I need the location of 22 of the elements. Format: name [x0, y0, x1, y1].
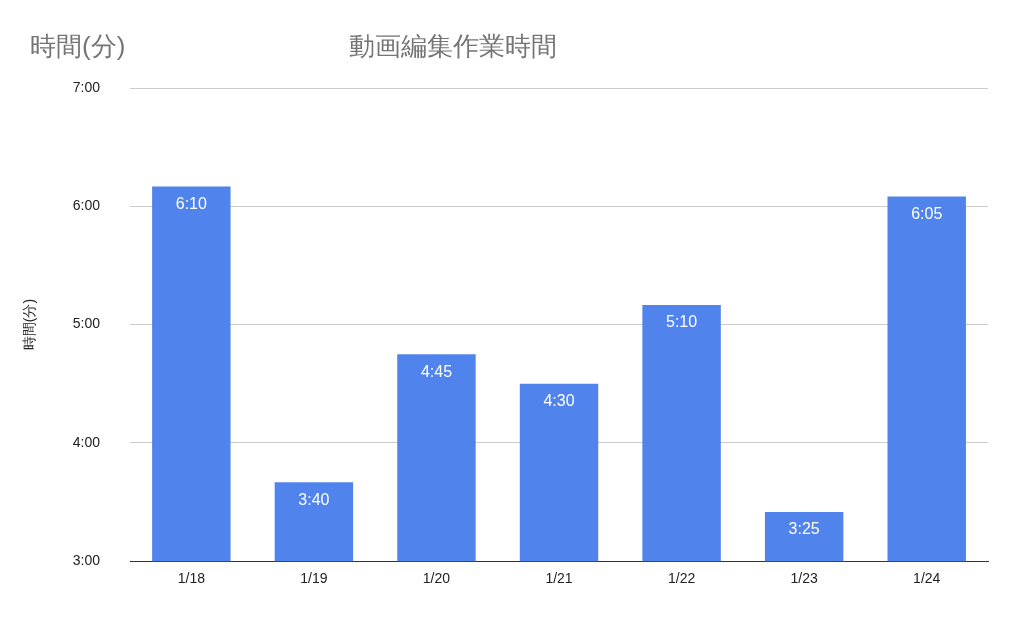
y-tick-label: 6:00: [72, 197, 101, 214]
y-tick-label: 7:00: [72, 78, 101, 95]
data-label: 6:05: [911, 204, 943, 222]
text: 時間(分): [30, 31, 126, 62]
data-label: 6:10: [175, 194, 207, 212]
x-tick-label: 1/23: [790, 570, 818, 587]
data-label: 3:25: [788, 520, 820, 538]
x-tick-label: 1/19: [300, 570, 328, 587]
x-tick-label: 1/21: [545, 570, 573, 587]
y-tick-label: 4:00: [72, 433, 101, 450]
data-label: 4:30: [543, 392, 575, 410]
data-label: 4:45: [420, 362, 453, 380]
y-axis-title: 時間(分): [21, 298, 38, 351]
data-label: 3:40: [298, 490, 330, 508]
x-tick-label: 1/18: [177, 570, 206, 587]
chart-title: 動画編集作業時間: [349, 31, 557, 62]
x-tick-label: 1/22: [667, 570, 696, 587]
y-tick-label: 5:00: [72, 315, 101, 332]
data-label: 5:10: [666, 313, 698, 331]
y-tick-label: 3:00: [72, 552, 101, 569]
x-tick-label: 1/24: [913, 570, 941, 587]
x-tick-label: 1/20: [422, 570, 451, 587]
